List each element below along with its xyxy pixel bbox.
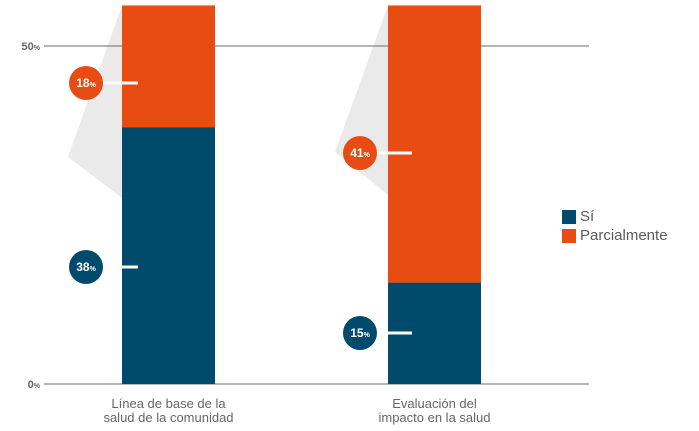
legend-item-si: Sí (562, 207, 668, 226)
data-label-badge-si-0 (69, 250, 103, 284)
data-label-parcialmente-1: 41% (350, 146, 370, 160)
data-label-badge-si-1 (343, 316, 377, 350)
data-label-badge-parcialmente-0 (69, 66, 103, 100)
data-label-si-0: 38% (76, 260, 96, 274)
bar-si-0 (122, 127, 215, 385)
chart-legend: Sí Parcialmente (562, 207, 668, 245)
legend-label-si: Sí (580, 208, 595, 225)
x-tick-label-0-line-1: salud de la comunidad (103, 410, 233, 425)
bar-shadow-0 (68, 5, 122, 198)
data-label-si-1: 15% (350, 326, 370, 340)
x-tick-label-0-line-0: Línea de base de la (111, 396, 226, 411)
legend-label-parcialmente: Parcialmente (580, 227, 668, 244)
bar-parcialmente-0 (122, 5, 215, 128)
y-tick-label-50: 50% (22, 41, 41, 53)
data-label-badge-parcialmente-1 (343, 136, 377, 170)
x-tick-label-1-line-1: impacto en la salud (378, 410, 490, 425)
bar-parcialmente-1 (388, 5, 481, 283)
x-tick-label-1-line-0: Evaluación del (392, 396, 477, 411)
legend-swatch-parcialmente (562, 228, 576, 243)
y-tick-label-0: 0% (28, 379, 41, 391)
data-label-parcialmente-0: 18% (76, 76, 96, 90)
legend-swatch-si (562, 209, 576, 224)
legend-item-parcialmente: Parcialmente (562, 226, 668, 245)
